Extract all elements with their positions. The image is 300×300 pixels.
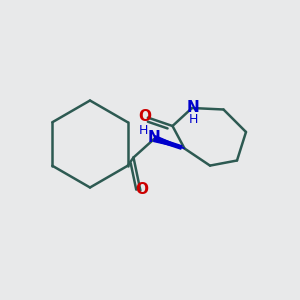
Text: N: N (187, 100, 200, 115)
Text: H: H (138, 124, 148, 137)
Text: N: N (147, 130, 160, 146)
Text: O: O (135, 182, 148, 196)
Polygon shape (154, 136, 184, 148)
Text: H: H (189, 113, 198, 126)
Text: O: O (138, 109, 151, 124)
